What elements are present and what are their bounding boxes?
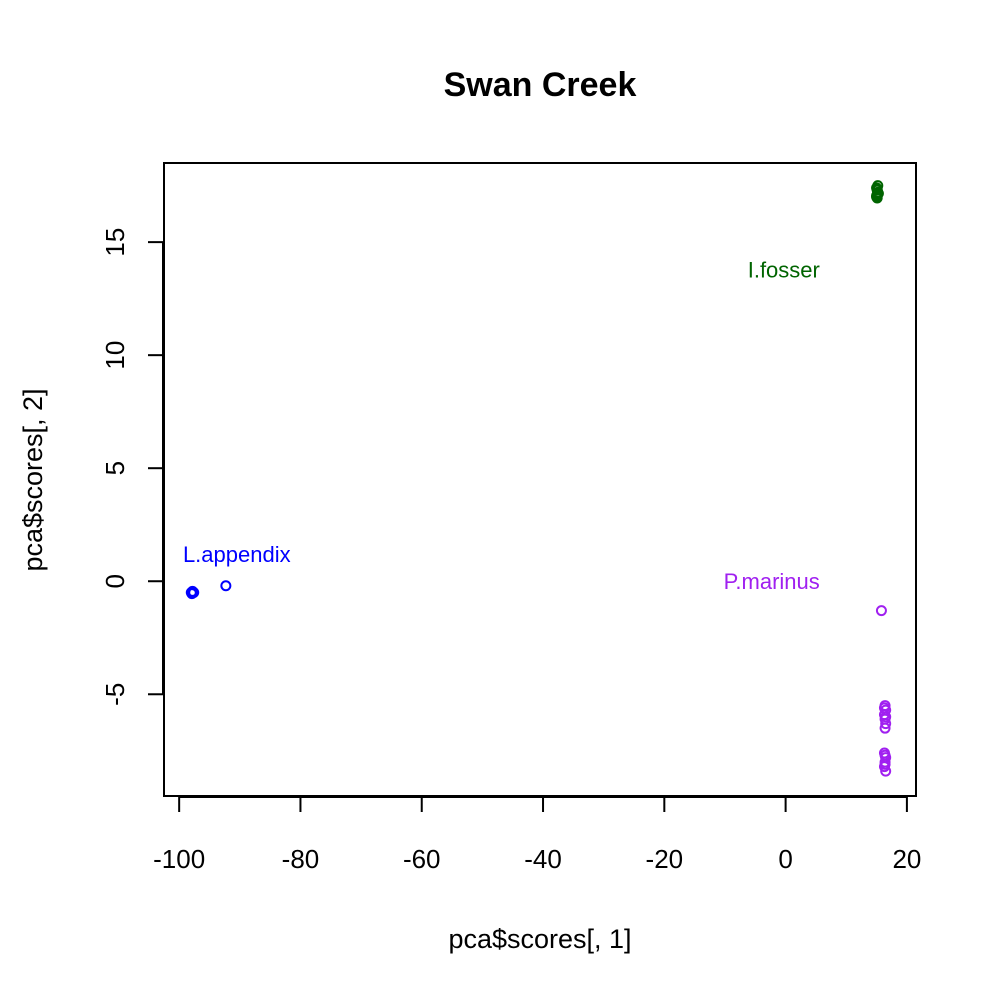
x-tick-label: -80 bbox=[282, 844, 320, 874]
y-tick-label: 10 bbox=[100, 341, 130, 370]
data-points bbox=[185, 180, 892, 777]
label-p-marinus: P.marinus bbox=[724, 569, 820, 594]
point-p-marinus bbox=[880, 711, 892, 723]
group-labels: L.appendix I.fosser P.marinus bbox=[183, 257, 820, 594]
point-p-marinus bbox=[879, 758, 891, 770]
x-tick-label: 0 bbox=[778, 844, 792, 874]
x-axis-title: pca$scores[, 1] bbox=[448, 924, 631, 954]
point-l-appendix bbox=[187, 586, 199, 598]
point-p-marinus bbox=[879, 722, 891, 734]
axes: -100 -80 -60 -40 -20 0 20 -5 0 5 10 15 bbox=[100, 228, 921, 874]
y-tick-label: -5 bbox=[100, 683, 130, 706]
x-tick-label: -60 bbox=[403, 844, 441, 874]
x-tick-label: -40 bbox=[524, 844, 562, 874]
label-i-fosser: I.fosser bbox=[748, 257, 820, 282]
y-tick-label: 5 bbox=[100, 461, 130, 475]
point-p-marinus bbox=[880, 718, 892, 730]
point-p-marinus bbox=[875, 605, 887, 617]
point-i-fosser bbox=[871, 192, 883, 204]
y-tick-label: 15 bbox=[100, 228, 130, 257]
point-i-fosser bbox=[872, 188, 884, 200]
x-tick-label: -100 bbox=[153, 844, 205, 874]
y-axis-title: pca$scores[, 2] bbox=[18, 388, 48, 571]
label-l-appendix: L.appendix bbox=[183, 542, 291, 567]
x-tick-label: -20 bbox=[646, 844, 684, 874]
y-tick-label: 0 bbox=[100, 574, 130, 588]
point-p-marinus bbox=[880, 765, 892, 777]
point-l-appendix bbox=[220, 580, 232, 592]
x-tick-label: 20 bbox=[892, 844, 921, 874]
chart-title: Swan Creek bbox=[444, 66, 637, 104]
